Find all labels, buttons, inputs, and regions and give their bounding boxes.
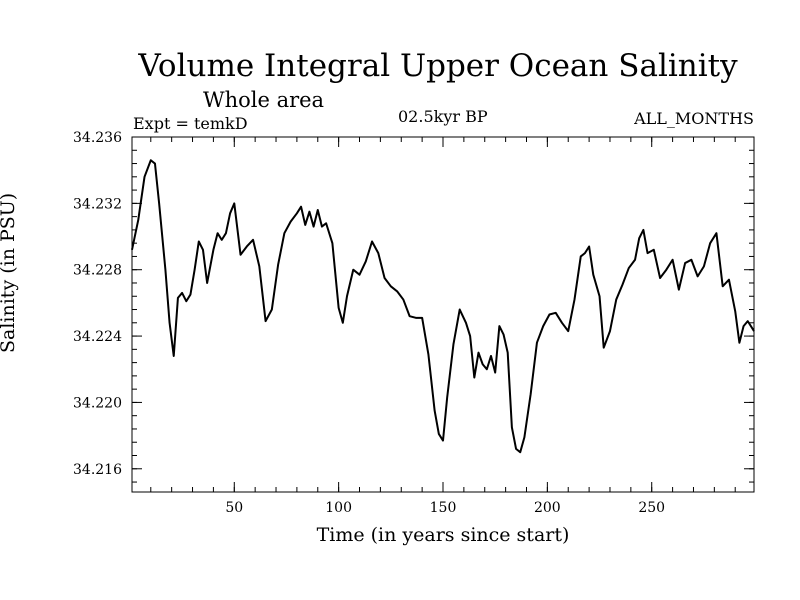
x-axis-label: Time (in years since start): [316, 524, 570, 546]
x-tick-label: 250: [638, 500, 665, 516]
series-line-salinity: [131, 159, 755, 454]
x-tick-label: 200: [534, 500, 561, 516]
chart-title: Volume Integral Upper Ocean Salinity: [138, 48, 738, 84]
x-tick-label: 100: [325, 500, 352, 516]
experiment-label: Expt = temkD: [133, 114, 248, 133]
x-tick-label: 150: [430, 500, 457, 516]
y-tick-label: 34.216: [73, 462, 122, 478]
plot-frame: [131, 136, 755, 493]
series-lines: [131, 159, 755, 454]
months-label: ALL_MONTHS: [634, 109, 754, 128]
y-tick-label: 34.228: [73, 263, 122, 279]
y-tick-label: 34.224: [73, 329, 122, 345]
chart-subtitle: Whole area: [203, 88, 325, 112]
x-tick-label: 50: [225, 500, 243, 516]
y-tick-label: 34.236: [73, 130, 122, 146]
period-label: 02.5kyr BP: [398, 107, 488, 126]
y-tick-label: 34.232: [73, 196, 122, 212]
y-tick-label: 34.220: [73, 395, 122, 411]
axis-tick-labels: 50 100 150 200 250 34.216 34.220 34.224 34.228 34…: [73, 130, 665, 516]
